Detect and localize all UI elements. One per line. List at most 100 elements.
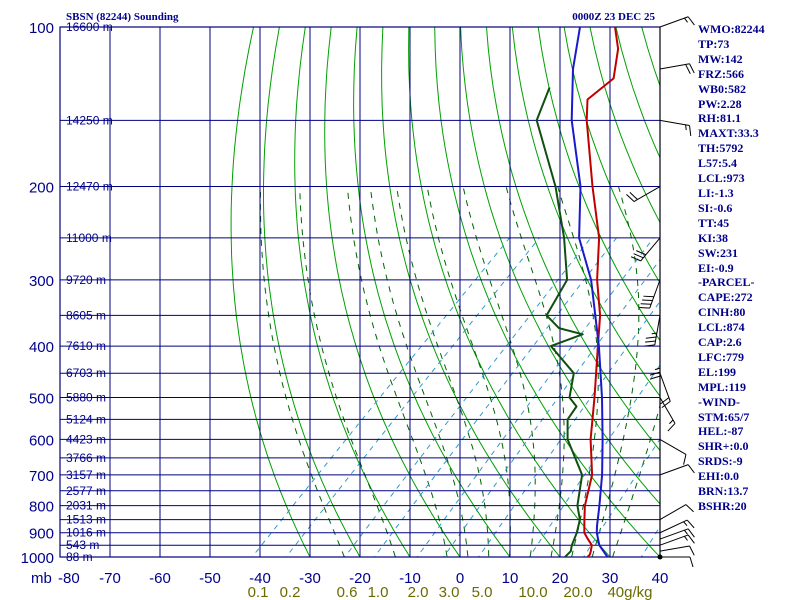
barb-staff: [659, 519, 688, 534]
height-label: 11000 m: [66, 231, 112, 245]
barb-flag: [644, 344, 655, 347]
index-entry: PW:2.28: [698, 96, 742, 111]
mixing-ratio-label: 0.2: [280, 584, 301, 600]
index-entry: TT:45: [698, 215, 730, 230]
dry-adiabat: [537, 27, 660, 342]
wind-barb: [659, 464, 695, 476]
pressure-tick-label: 100: [29, 20, 54, 37]
pressure-tick-label: 1000: [21, 550, 54, 567]
wind-barb: [639, 279, 661, 309]
mixing-ratio-label: 10.0: [518, 584, 547, 600]
wind-barb: [660, 556, 694, 568]
index-entry: CAP:2.6: [698, 335, 742, 350]
dry-adiabat: [434, 27, 660, 557]
mixing-ratio-label: 1.0: [368, 584, 389, 600]
barb-staff: [654, 315, 661, 345]
dry-adiabat: [324, 27, 461, 557]
dry-adiabat: [353, 27, 511, 557]
barb-staff: [659, 438, 687, 455]
surface-marker: [657, 554, 663, 560]
barb-flag: [649, 375, 661, 380]
barb-half-flag: [654, 367, 661, 371]
wind-barb: [659, 534, 695, 546]
dry-adiabat: [563, 27, 660, 284]
barb-staff: [659, 528, 689, 540]
barb-half-flag: [684, 529, 688, 535]
barb-flag: [629, 192, 638, 200]
pressure-tick-label: 500: [29, 390, 54, 407]
barb-flag: [636, 250, 647, 256]
dry-adiabat: [511, 27, 660, 397]
index-entry: LCL:973: [698, 171, 745, 186]
wind-barb: [659, 528, 695, 540]
index-entry: -PARCEL-: [698, 275, 755, 290]
index-entry: SW:231: [698, 245, 739, 260]
index-entry: CAPE:272: [698, 290, 753, 305]
height-label: 12470 m: [66, 180, 113, 194]
height-label: 7610 m: [66, 339, 106, 353]
dry-adiabat: [263, 27, 361, 557]
barb-half-flag: [684, 17, 688, 23]
mixing-ratio-label: 5.0: [472, 584, 493, 600]
index-entry: TP:73: [698, 36, 730, 51]
temp-tick-label: 20: [552, 570, 569, 587]
barb-staff: [659, 504, 687, 521]
moist-adiabat: [369, 186, 469, 557]
barb-staff: [659, 534, 689, 546]
barb-staff: [659, 397, 676, 424]
wind-barb: [630, 237, 661, 262]
temp-tick-label: -60: [149, 570, 171, 587]
barb-flag: [626, 194, 635, 202]
wind-barbs: [626, 16, 695, 568]
temp-tick-label: 40: [652, 570, 669, 587]
wind-barb: [659, 545, 695, 556]
height-label: 88 m: [66, 550, 93, 564]
mixing-ratio-label: 20.0: [563, 584, 592, 600]
barb-half-flag: [684, 536, 688, 541]
pressure-tick-label: 400: [29, 339, 54, 356]
index-entry: LCL:874: [698, 320, 745, 335]
wind-barb: [659, 119, 692, 136]
wind-barb: [659, 63, 695, 75]
barb-flag: [643, 295, 654, 298]
index-entry: LI:-1.3: [698, 185, 734, 200]
mixing-ratio-line: [344, 237, 592, 557]
barb-flag: [645, 336, 657, 339]
moist-adiabat: [505, 186, 565, 557]
moist-adiabat: [612, 403, 660, 557]
moist-adiabat: [396, 186, 490, 557]
index-entry: EI:-0.9: [698, 260, 734, 275]
mixing-ratio-line: [373, 237, 617, 557]
mixing-ratio-label: 0.6: [337, 584, 358, 600]
moist-adiabat: [557, 186, 599, 557]
wind-barb: [659, 438, 687, 465]
moist-adiabat: [591, 186, 640, 557]
barb-flag: [685, 504, 694, 513]
barb-flag: [683, 454, 687, 465]
barb-half-flag: [669, 419, 674, 425]
dry-adiabat: [486, 27, 660, 452]
height-label: 8605 m: [66, 308, 106, 322]
barb-flag: [687, 464, 695, 474]
barb-staff: [659, 464, 689, 476]
height-label: 1513 m: [66, 513, 106, 527]
barb-flag: [685, 64, 691, 75]
index-entry: TH:5792: [698, 141, 744, 156]
pressure-tick-label: 600: [29, 432, 54, 449]
moist-adiabat: [346, 186, 448, 557]
barb-staff: [659, 16, 689, 28]
wind-barb: [659, 373, 671, 409]
temp-tick-label: 30: [602, 570, 619, 587]
barb-flag: [689, 545, 695, 556]
barb-half-flag: [683, 521, 688, 526]
index-entry: EL:199: [698, 364, 737, 379]
height-label: 3157 m: [66, 468, 106, 482]
temp-tick-label: -50: [199, 570, 221, 587]
chart-series: [535, 27, 620, 557]
height-label: 1016 m: [66, 526, 106, 540]
barb-flag: [689, 63, 695, 74]
moist-adiabat: [299, 186, 396, 557]
pressure-unit-label: mb: [31, 570, 52, 587]
